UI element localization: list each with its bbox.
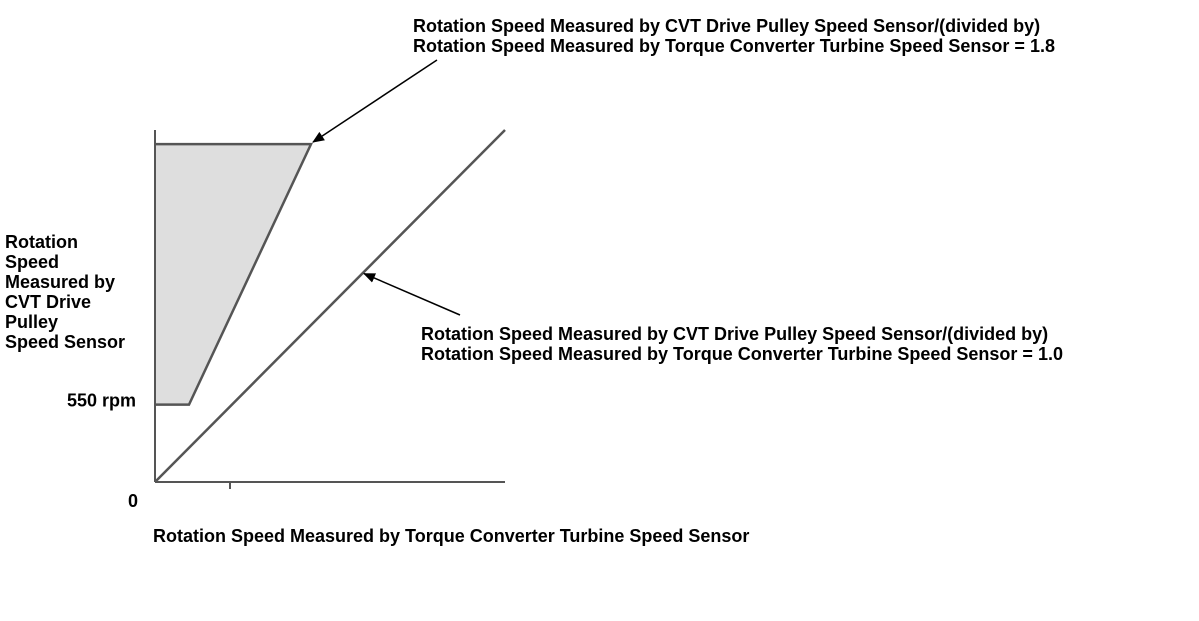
y-axis-label-line: Pulley <box>5 312 58 332</box>
series-line-ratio-1-0 <box>154 129 506 483</box>
y-tick-label-550: 550 rpm <box>67 391 136 411</box>
annotation-line: Rotation Speed Measured by Torque Conver… <box>421 344 1063 364</box>
annotation-ratio-1-8-arrow <box>312 59 438 143</box>
y-axis-label: Rotation Speed Measured by CVT Drive Pul… <box>5 232 125 352</box>
annotation-line: Rotation Speed Measured by CVT Drive Pul… <box>421 324 1048 344</box>
annotation-line: Rotation Speed Measured by CVT Drive Pul… <box>413 16 1040 36</box>
y-axis-label-line: Rotation <box>5 232 78 252</box>
y-axis-label-line: Measured by <box>5 272 115 292</box>
origin-label: 0 <box>128 491 138 511</box>
y-axis-label-line: Speed Sensor <box>5 332 125 352</box>
annotation-ratio-1-8-text: Rotation Speed Measured by CVT Drive Pul… <box>413 16 1055 56</box>
annotation-ratio-1-0-text: Rotation Speed Measured by CVT Drive Pul… <box>421 324 1063 364</box>
y-axis-label-line: Speed <box>5 252 59 272</box>
x-axis-label: Rotation Speed Measured by Torque Conver… <box>153 526 749 546</box>
shaded-region <box>155 144 311 405</box>
annotation-line: Rotation Speed Measured by Torque Conver… <box>413 36 1055 56</box>
annotation-ratio-1-0-arrow <box>363 272 461 316</box>
series-line-ratio-1-8 <box>155 142 313 406</box>
y-axis-label-line: CVT Drive <box>5 292 91 312</box>
